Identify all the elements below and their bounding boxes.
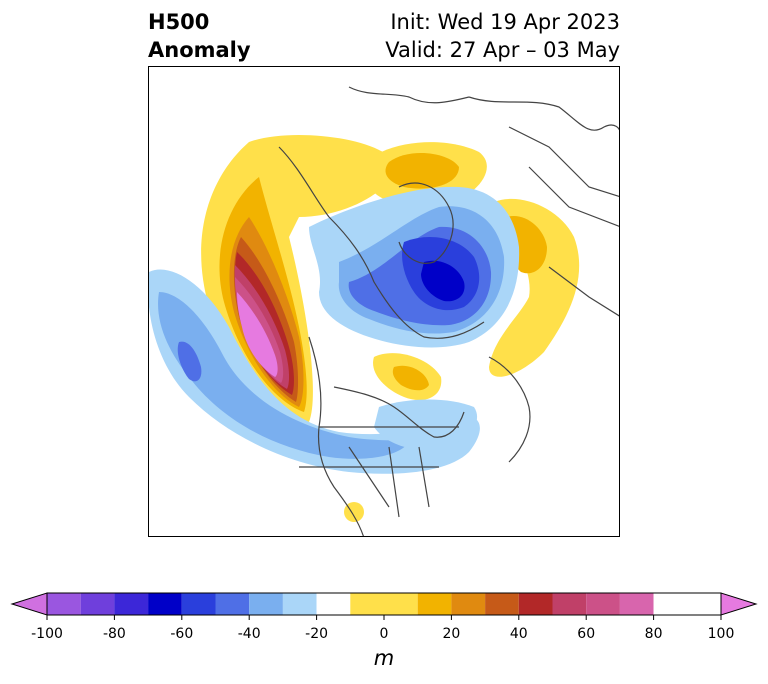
colorbar-tick-label: -100 [31,626,63,642]
colorbar-tick-label: -40 [238,626,261,642]
colorbar-tick-label: 40 [510,626,528,642]
colorbar-bin [350,593,418,615]
colorbar-bin [653,593,688,615]
negative-anomaly-trough [149,186,520,474]
valid-range: Valid: 27 Apr – 03 May [385,38,620,62]
colorbar-bin [282,593,317,615]
colorbar-bin [552,593,587,615]
colorbar-bin [47,593,81,615]
title-line-2: Anomaly [148,38,251,62]
colorbar-tick-label: 60 [577,626,595,642]
map-boundaries [278,86,619,536]
colorbar-tick-label: -20 [305,626,328,642]
run-info: Init: Wed 19 Apr 2023 Valid: 27 Apr – 03… [385,8,620,64]
colorbar-bin [687,593,721,615]
anomaly-map [149,86,619,536]
colorbar-under-triangle [10,592,48,616]
colorbar-unit-label: m [373,646,395,670]
colorbar: -100 -80 -60 -40 -20 0 20 40 60 80 100 [10,592,758,642]
colorbar-bin [249,593,283,615]
colorbar-bin [148,593,182,615]
colorbar-bin [316,593,351,615]
chart-title: H500 Anomaly [148,8,251,64]
colorbar-bin [417,593,452,615]
colorbar-bin [586,593,620,615]
colorbar-bin [485,593,519,615]
positive-anomaly-ridge [201,134,580,522]
colorbar-tick-label: 100 [708,626,735,642]
map-panel [148,66,620,537]
colorbar-bin [181,593,216,615]
colorbar-over-triangle [720,592,758,616]
colorbar-bin [451,593,486,615]
colorbar-tick-label: -80 [103,626,126,642]
colorbar-bin [518,593,553,615]
title-line-1: H500 [148,10,210,34]
colorbar-bin [114,593,149,615]
colorbar-tick-label: -60 [170,626,193,642]
colorbar-bin [80,593,115,615]
colorbar-bin [215,593,250,615]
colorbar-tick-label: 20 [442,626,460,642]
init-date: Init: Wed 19 Apr 2023 [390,10,620,34]
colorbar-tick-label: 80 [645,626,663,642]
colorbar-tick-label: 0 [380,626,389,642]
colorbar-bin [619,593,654,615]
